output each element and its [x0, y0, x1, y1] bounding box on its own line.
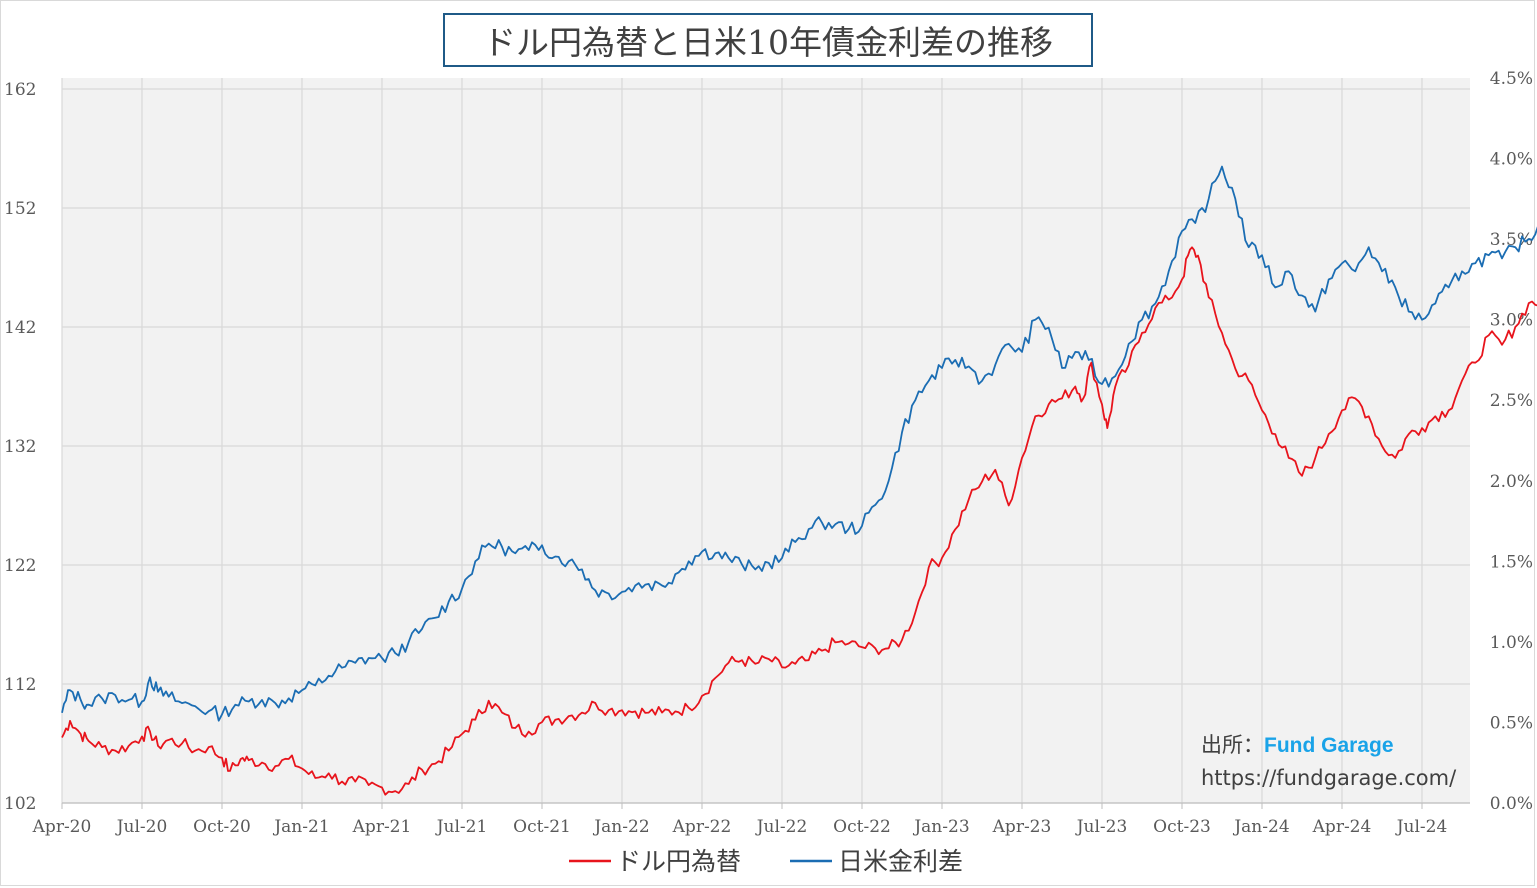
x-tick-label: Jul-22 — [755, 817, 808, 837]
right-axis: 0.0%0.5%1.0%1.5%2.0%2.5%3.0%3.5%4.0%4.5% — [1490, 69, 1533, 814]
x-tick-label: Jan-21 — [272, 817, 329, 837]
chart-title: ドル円為替と日米10年債金利差の推移 — [443, 13, 1093, 67]
right-tick-label: 1.5% — [1490, 552, 1533, 572]
right-tick-label: 4.0% — [1490, 150, 1533, 170]
x-tick-label: Jan-23 — [912, 817, 969, 837]
legend-label-usdjpy: ドル円為替 — [616, 847, 741, 876]
x-tick-label: Apr-23 — [992, 817, 1052, 837]
x-tick-label: Jul-20 — [115, 817, 168, 837]
right-tick-label: 4.5% — [1490, 69, 1533, 89]
right-tick-label: 0.5% — [1490, 713, 1533, 733]
source-credit: 出所：Fund Garage — [1201, 729, 1394, 759]
left-tick-label: 152 — [4, 199, 36, 219]
legend-label-spread: 日米金利差 — [838, 847, 963, 876]
x-tick-label: Apr-22 — [672, 817, 732, 837]
x-tick-label: Jan-24 — [1232, 817, 1289, 837]
x-tick-label: Jul-21 — [435, 817, 488, 837]
right-tick-label: 2.5% — [1490, 391, 1533, 411]
source-prefix: 出所： — [1201, 733, 1264, 757]
series-line-usdjpy — [61, 246, 1537, 796]
x-tick-label: Apr-21 — [352, 817, 412, 837]
series-layer — [61, 165, 1537, 796]
legend: ドル円為替 日米金利差 — [569, 847, 963, 876]
left-tick-label: 132 — [4, 437, 36, 457]
left-tick-label: 122 — [4, 556, 36, 576]
x-tick-label: Jul-24 — [1395, 817, 1448, 837]
left-axis: 102 112 122 132 142 152 162 — [4, 80, 36, 814]
right-tick-label: 2.0% — [1490, 472, 1533, 492]
x-tick-label: Oct-21 — [513, 817, 571, 837]
x-tick-label: Oct-22 — [833, 817, 891, 837]
x-tick-label: Jul-23 — [1075, 817, 1128, 837]
x-tick-label: Oct-20 — [193, 817, 251, 837]
right-tick-label: 3.5% — [1490, 230, 1533, 250]
x-tick-label: Jan-22 — [592, 817, 649, 837]
left-tick-label: 102 — [4, 794, 36, 814]
source-name[interactable]: Fund Garage — [1264, 734, 1394, 757]
source-url[interactable]: https://fundgarage.com/ — [1201, 766, 1457, 790]
left-tick-label: 162 — [4, 80, 36, 100]
right-tick-label: 0.0% — [1490, 794, 1533, 814]
left-tick-label: 112 — [4, 675, 36, 695]
x-axis: Apr-20 Jul-20 Oct-20 Jan-21 Apr-21 Jul-21 Oct-… — [32, 802, 1470, 837]
x-tick-label: Apr-24 — [1312, 817, 1372, 837]
x-tick-label: Apr-20 — [32, 817, 92, 837]
x-tick-label: Oct-23 — [1153, 817, 1211, 837]
series-line-spread — [61, 165, 1537, 722]
right-tick-label: 1.0% — [1490, 633, 1533, 653]
plot-area — [62, 78, 1470, 803]
left-tick-label: 142 — [4, 318, 36, 338]
